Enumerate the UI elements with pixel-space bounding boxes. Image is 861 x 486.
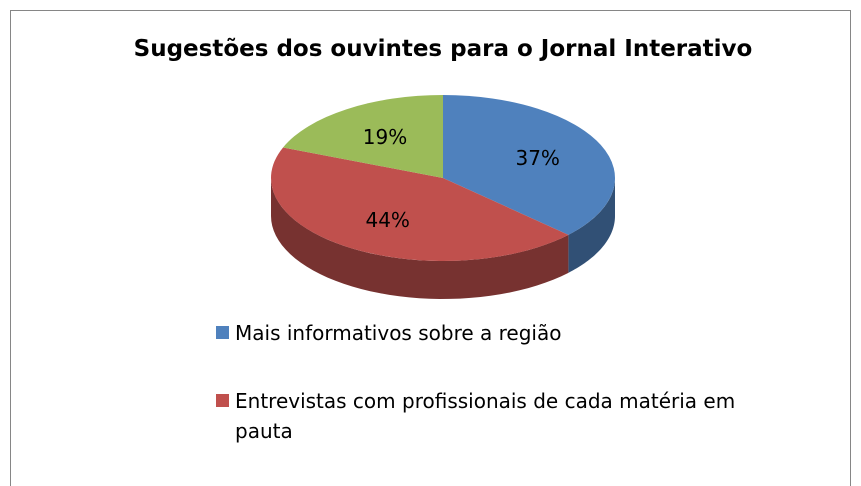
- legend-label: Mais informativos sobre a região: [235, 321, 562, 345]
- data-label: 37%: [515, 146, 559, 170]
- chart-title: Sugestões dos ouvintes para o Jornal Int…: [134, 36, 753, 62]
- legend-swatch: [216, 326, 229, 339]
- legend-item: Entrevistas com profissionais de cada ma…: [216, 386, 786, 446]
- pie-side: [568, 178, 615, 273]
- pie-slice: [270, 147, 569, 262]
- data-label: 19%: [363, 125, 407, 149]
- pie-side: [271, 178, 569, 299]
- pie-slice: [283, 95, 443, 178]
- pie-slice: [443, 95, 616, 235]
- legend-label: Entrevistas com profissionais de cada ma…: [235, 389, 736, 443]
- data-label: 44%: [365, 208, 409, 232]
- legend-swatch: [216, 394, 229, 407]
- legend-item: Mais informativos sobre a região: [216, 318, 786, 348]
